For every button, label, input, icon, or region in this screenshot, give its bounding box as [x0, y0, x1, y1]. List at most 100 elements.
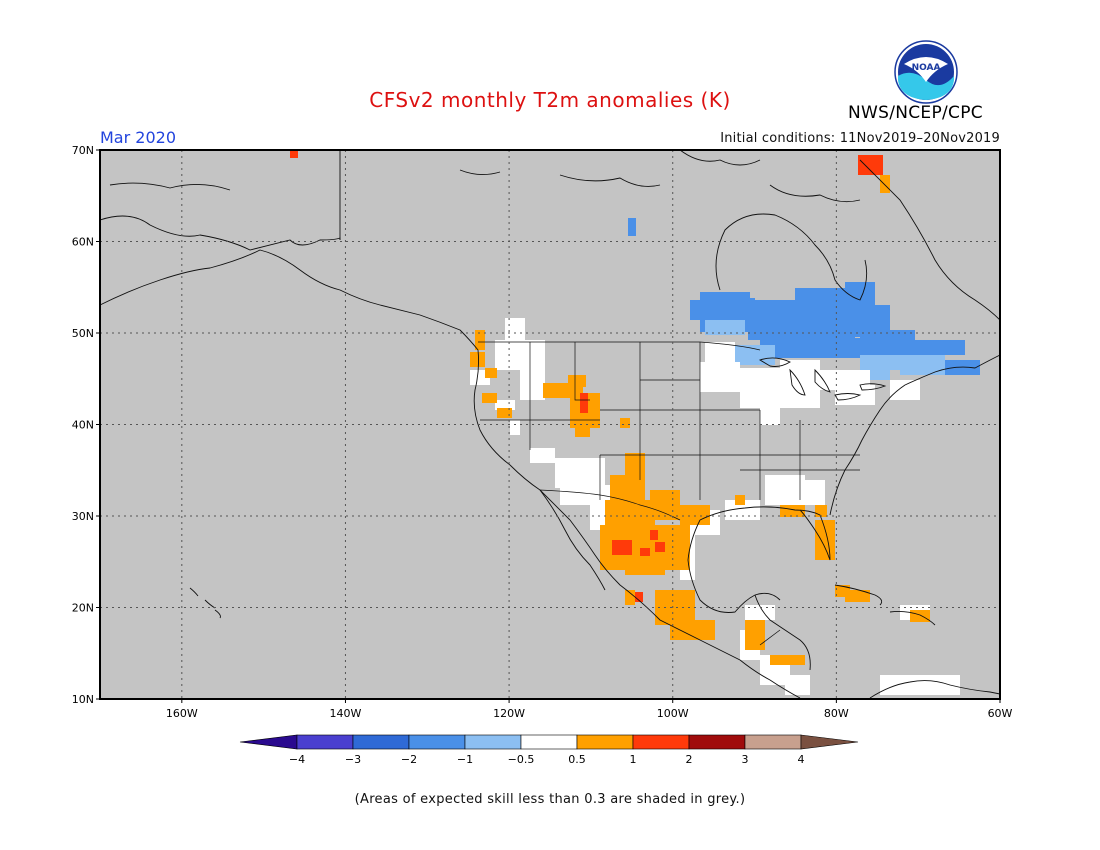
lat-tick-label: 30N — [72, 510, 94, 523]
anomaly-cell — [628, 218, 636, 236]
colorbar — [239, 734, 859, 750]
page-title: CFSv2 monthly T2m anomalies (K) — [369, 88, 731, 112]
coastline — [687, 519, 781, 613]
anomaly-cell — [520, 350, 545, 400]
forecast-period: Mar 2020 — [100, 128, 176, 147]
anomaly-cell — [785, 675, 810, 695]
graticule — [100, 150, 1000, 699]
lon-tick-label: 100W — [657, 707, 689, 720]
anomaly-cell — [845, 590, 870, 602]
border-line — [574, 342, 590, 401]
anomaly-cell — [650, 490, 680, 520]
anomaly-cell — [730, 345, 775, 365]
coastlines — [99, 149, 1001, 699]
anomaly-cell — [725, 500, 760, 520]
anomaly-cell — [705, 320, 745, 335]
colorbar-swatch — [744, 734, 802, 750]
lon-tick-label: 160W — [166, 707, 198, 720]
coastline — [679, 149, 761, 166]
coastline — [419, 314, 801, 699]
anomaly-cell — [575, 425, 590, 437]
colorbar-tick-label: −1 — [457, 753, 473, 766]
anomaly-cell — [290, 150, 298, 158]
anomaly-cell — [835, 385, 875, 405]
coastline — [539, 489, 606, 591]
anomaly-cell — [748, 300, 798, 340]
colorbar-swatch — [464, 734, 522, 750]
anomaly-cell — [890, 380, 920, 400]
anomaly-cell — [900, 355, 945, 375]
anomaly-cell — [635, 592, 643, 602]
coastline — [829, 354, 1001, 516]
border-line — [539, 489, 681, 521]
coastline — [869, 680, 1001, 699]
anomaly-cell — [475, 330, 485, 350]
agency-label: NWS/NCEP/CPC — [848, 103, 983, 123]
coastline — [715, 213, 868, 301]
colorbar-labels: −4 −3 −2 −1 −0.5 0.5 1 2 3 4 — [289, 753, 805, 766]
colorbar-tick-label: 0.5 — [568, 753, 586, 766]
anomaly-cell — [910, 610, 930, 622]
lake-outline — [758, 357, 791, 367]
coastline — [889, 610, 936, 626]
lake-outline — [834, 393, 862, 401]
coastline — [459, 169, 501, 175]
anomaly-cell — [690, 300, 705, 320]
anomaly-cell — [650, 530, 658, 540]
coastline — [109, 182, 231, 191]
colorbar-swatch — [296, 734, 354, 750]
latitude-labels: 10N 20N 30N 40N 50N 60N 70N — [72, 144, 100, 706]
anomaly-cell — [745, 620, 765, 650]
lat-tick-label: 70N — [72, 144, 94, 157]
anomaly-cell — [880, 175, 890, 193]
footnote: (Areas of expected skill less than 0.3 a… — [354, 792, 746, 807]
anomaly-cell — [495, 400, 515, 410]
anomaly-cell — [815, 520, 835, 560]
lat-tick-label: 10N — [72, 693, 94, 706]
lat-tick-label: 20N — [72, 602, 94, 615]
anomaly-cell — [620, 418, 630, 428]
anomaly-cell — [760, 338, 860, 358]
anomaly-cell — [735, 495, 745, 505]
colorbar-tick-label: −0.5 — [508, 753, 535, 766]
anomaly-cell — [640, 548, 650, 556]
anomaly-cell — [700, 362, 740, 392]
border-line — [699, 341, 761, 351]
coastline — [559, 174, 661, 187]
lon-tick-label: 60W — [988, 707, 1013, 720]
coastline — [859, 159, 1001, 321]
anomaly-cell — [612, 540, 632, 555]
colorbar-low-arrow — [239, 734, 298, 750]
anomaly-cell — [625, 560, 665, 575]
colorbar-tick-label: 2 — [686, 753, 693, 766]
lake-outline — [859, 383, 887, 391]
lat-tick-label: 50N — [72, 327, 94, 340]
anomaly-cell — [530, 448, 555, 463]
colorbar-swatch — [520, 734, 578, 750]
lon-tick-label: 120W — [493, 707, 525, 720]
anomaly-cell — [780, 505, 805, 517]
anomaly-cell — [770, 655, 805, 665]
anomaly-cell — [555, 458, 605, 488]
coastline — [834, 584, 883, 606]
colorbar-tick-label: 3 — [742, 753, 749, 766]
anomaly-cell — [880, 675, 960, 695]
colorbar-swatch — [576, 734, 634, 750]
coastline — [769, 184, 861, 203]
anomaly-cell — [860, 355, 900, 370]
coastline — [99, 249, 421, 316]
anomaly-cell — [915, 340, 965, 355]
colorbar-tick-label: −4 — [289, 753, 305, 766]
anomaly-cell — [485, 368, 497, 378]
anomaly-cell — [670, 620, 715, 640]
colorbar-high-arrow — [800, 734, 859, 750]
anomaly-cells — [290, 150, 980, 695]
anomaly-cell — [858, 155, 883, 175]
initial-conditions: Initial conditions: 11Nov2019–20Nov2019 — [720, 131, 1000, 146]
colorbar-tick-label: −3 — [345, 753, 361, 766]
anomaly-cell — [625, 590, 635, 605]
logo-text: NOAA — [912, 63, 941, 73]
anomaly-cell — [765, 475, 805, 505]
political-borders — [478, 341, 860, 646]
